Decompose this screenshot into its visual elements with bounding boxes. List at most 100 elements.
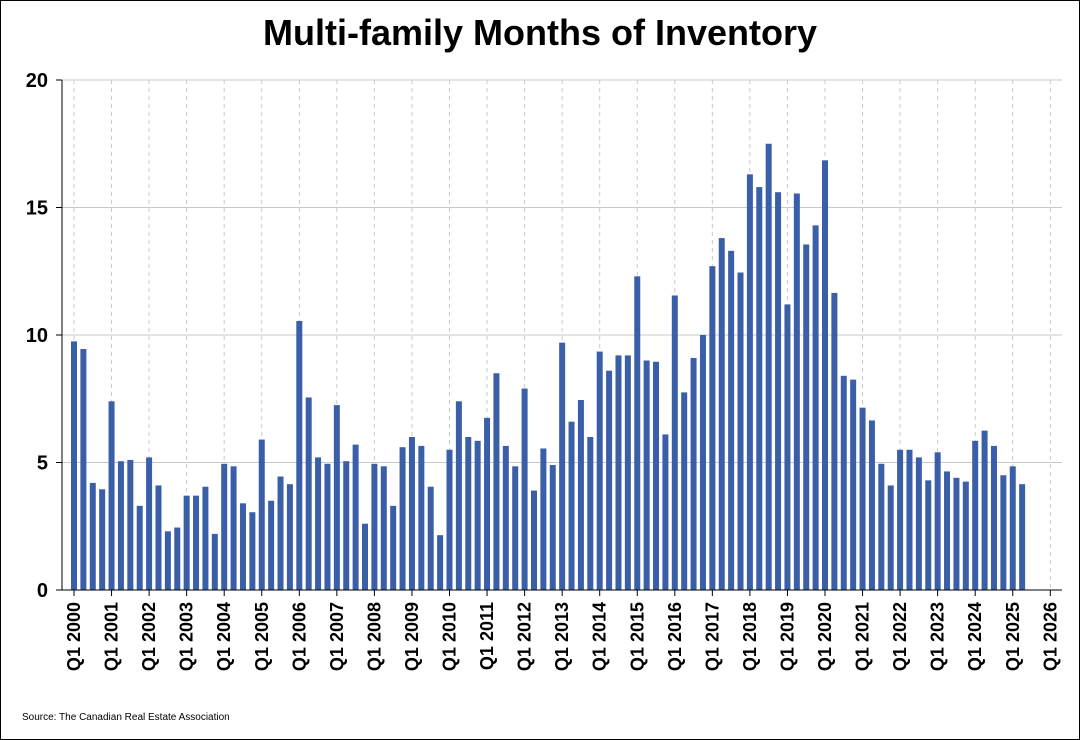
bar	[596, 351, 603, 590]
bar	[962, 481, 969, 590]
bar	[615, 355, 622, 590]
bar	[606, 370, 613, 590]
bar	[193, 495, 200, 590]
bar	[268, 500, 275, 590]
bar	[530, 490, 537, 590]
bar	[455, 401, 462, 590]
bar	[146, 457, 153, 590]
x-tick-label: Q1 2026	[1040, 602, 1060, 671]
bar	[465, 437, 472, 590]
bar	[972, 440, 979, 590]
bar	[925, 480, 932, 590]
bar	[352, 444, 359, 590]
bar	[446, 449, 453, 590]
x-tick-label: Q1 2012	[515, 602, 535, 671]
bar	[324, 463, 331, 590]
bar	[850, 379, 857, 590]
bar	[127, 459, 134, 590]
bar	[690, 357, 697, 590]
x-tick-label: Q1 2003	[177, 602, 197, 671]
bar	[493, 373, 500, 590]
bar	[380, 466, 387, 590]
bar	[277, 476, 284, 590]
y-tick-label: 20	[26, 70, 48, 92]
bar	[249, 512, 256, 590]
bar	[108, 401, 115, 590]
bar	[174, 527, 181, 590]
y-tick-labels: 0 5 10 15 20	[26, 70, 48, 602]
x-tick-label: Q1 2015	[627, 602, 647, 671]
x-tick-label: Q1 2005	[252, 602, 272, 671]
y-tick-label: 5	[37, 453, 48, 475]
x-tick-label: Q1 2011	[477, 602, 497, 670]
bar	[362, 523, 369, 590]
bar	[371, 463, 378, 590]
chart-title: Multi-family Months of Inventory	[263, 12, 817, 53]
bar	[746, 174, 753, 590]
bar	[587, 437, 594, 590]
x-tick-label: Q1 2009	[402, 602, 422, 671]
x-tick-label: Q1 2018	[740, 602, 760, 671]
bar	[906, 449, 913, 590]
bar	[408, 437, 415, 590]
y-tick-label: 15	[26, 198, 48, 220]
bar	[934, 452, 941, 590]
bar	[793, 193, 800, 590]
bar	[784, 304, 791, 590]
x-tick-label: Q1 2025	[1003, 602, 1023, 671]
bar	[117, 461, 124, 590]
bar	[990, 445, 997, 590]
x-tick-label: Q1 2021	[853, 602, 873, 671]
bar	[164, 531, 171, 590]
bar	[831, 292, 838, 590]
bar	[427, 486, 434, 590]
x-tick-label: Q1 2013	[552, 602, 572, 671]
bar	[812, 225, 819, 590]
bar	[99, 489, 106, 590]
bar	[737, 272, 744, 590]
bar	[333, 405, 340, 590]
bar	[239, 503, 246, 590]
bar	[868, 420, 875, 590]
bar	[286, 484, 293, 590]
bar	[653, 361, 660, 590]
bar	[1019, 484, 1026, 590]
axes	[56, 79, 1062, 596]
bar	[474, 440, 481, 590]
x-tick-label: Q1 2006	[289, 602, 309, 671]
bar	[953, 477, 960, 590]
source-note: Source: The Canadian Real Estate Associa…	[22, 712, 230, 723]
bar	[915, 457, 922, 590]
bar	[484, 417, 491, 590]
bar	[343, 461, 350, 590]
bar	[502, 445, 509, 590]
bar	[80, 349, 87, 590]
bar	[643, 360, 650, 590]
x-tick-label: Q1 2007	[327, 602, 347, 671]
bar	[437, 535, 444, 590]
bar	[897, 449, 904, 590]
bar	[258, 439, 265, 590]
bar	[840, 375, 847, 590]
bar	[887, 485, 894, 590]
bar	[718, 238, 725, 590]
bar	[549, 465, 556, 590]
bar	[521, 388, 528, 590]
bar	[71, 341, 77, 590]
bars	[71, 143, 1026, 590]
x-tick-label: Q1 2024	[965, 602, 985, 671]
x-tick-label: Q1 2022	[890, 602, 910, 671]
bar	[803, 244, 810, 590]
bar	[211, 533, 218, 590]
bar	[559, 342, 566, 590]
bar	[944, 471, 951, 590]
bar	[230, 466, 237, 590]
bar	[89, 482, 96, 590]
bar	[624, 355, 631, 590]
x-tick-label: Q1 2023	[928, 602, 948, 671]
bar	[568, 421, 575, 590]
x-tick-label: Q1 2008	[364, 602, 384, 671]
x-tick-label: Q1 2004	[214, 602, 234, 671]
x-tick-label: Q1 2016	[665, 602, 685, 671]
